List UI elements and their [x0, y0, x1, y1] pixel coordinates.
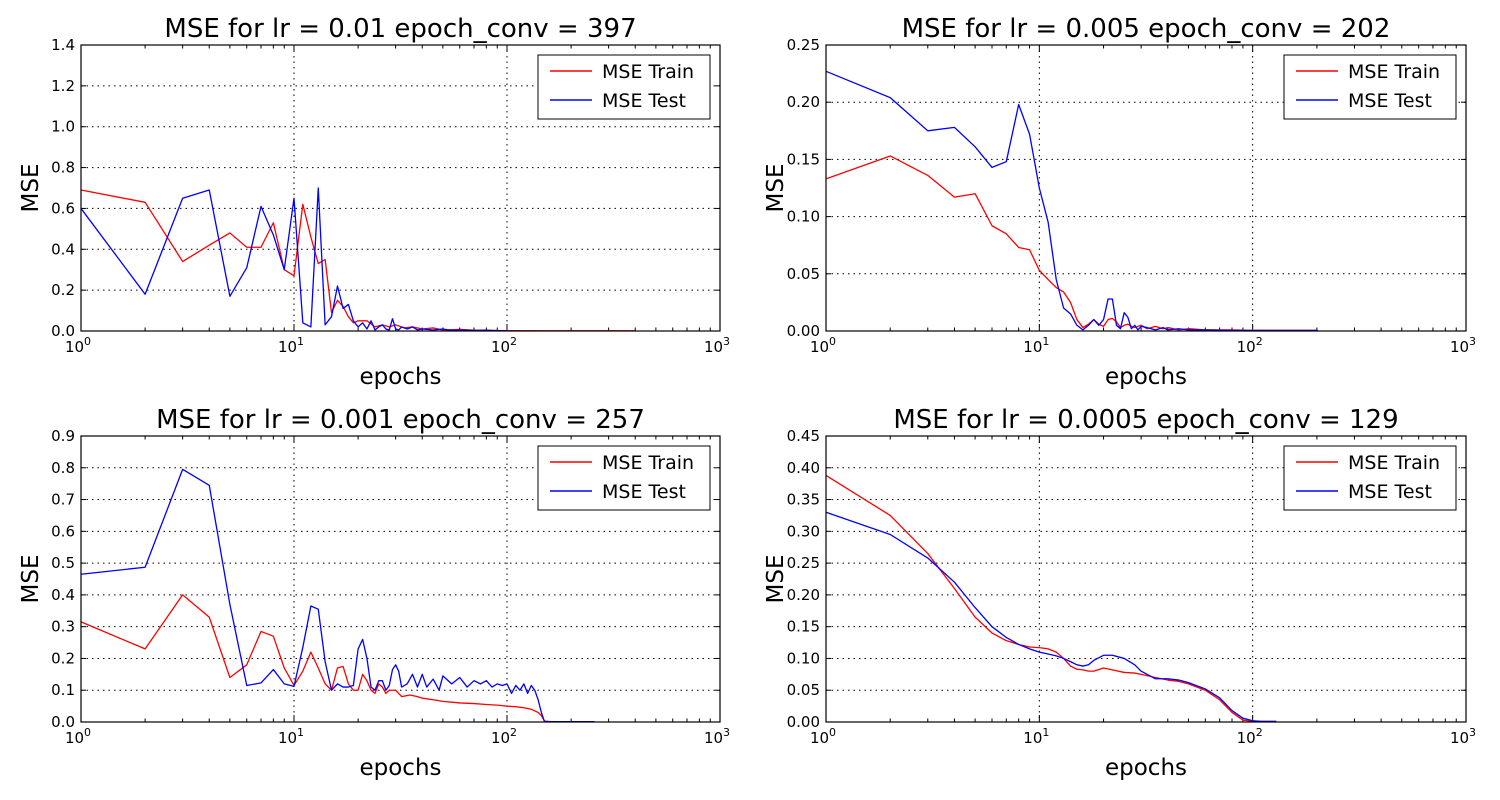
x-tick-label: 102: [1237, 335, 1263, 356]
y-tick-label: 0.1: [51, 681, 75, 699]
y-tick-label: 0.05: [787, 681, 820, 699]
x-axis-label: epochs: [1105, 364, 1187, 390]
y-tick-label: 0.45: [787, 427, 820, 445]
y-axis-label: MSE: [763, 164, 789, 213]
y-tick-label: 0.9: [51, 427, 75, 445]
chart-panel-2: MSE for lr = 0.005 epoch_conv = 202 0.00 0…: [763, 14, 1476, 390]
y-tick-label: 0.00: [787, 322, 820, 340]
legend-label: MSE Train: [1348, 61, 1440, 83]
x-tick-label: 101: [278, 726, 304, 747]
y-tick-label: 0.6: [51, 522, 75, 540]
x-tick-label: 100: [810, 335, 836, 356]
x-axis-label: epochs: [359, 755, 441, 781]
plot-frame: [825, 435, 1467, 723]
y-axis-label: MSE: [18, 555, 44, 604]
x-tick-label: 100: [65, 335, 91, 356]
legend-label: MSE Test: [1348, 481, 1432, 503]
y-tick-label: 0.30: [787, 522, 820, 540]
y-tick-label: 0.4: [51, 586, 75, 604]
x-tick-label: 101: [1023, 335, 1049, 356]
chart-panel-1: MSE for lr = 0.01 epoch_conv = 397 0.0 0.2…: [18, 14, 730, 390]
x-tick-label: 100: [65, 726, 91, 747]
legend-label: MSE Test: [1348, 90, 1432, 112]
chart-panel-3: MSE for lr = 0.001 epoch_conv = 257 0.0 0.…: [18, 405, 730, 781]
y-tick-label: 0.4: [51, 240, 75, 258]
x-tick-label: 103: [704, 726, 730, 747]
plot-frame: [825, 44, 1467, 332]
legend-box: [537, 54, 711, 120]
y-tick-label: 0.0: [51, 322, 75, 340]
chart-title: MSE for lr = 0.01 epoch_conv = 397: [164, 14, 636, 44]
x-axis-label: epochs: [1105, 755, 1187, 781]
y-tick-label: 0.2: [51, 281, 75, 299]
x-tick-label: 101: [1023, 726, 1049, 747]
y-tick-label: 0.20: [787, 93, 820, 111]
y-tick-label: 1.0: [51, 118, 75, 136]
series-line-mse-train: [825, 474, 1277, 723]
x-tick-label: 100: [810, 726, 836, 747]
series-line-mse-train: [80, 189, 635, 332]
x-axis-label: epochs: [359, 364, 441, 390]
y-tick-label: 0.25: [787, 554, 820, 572]
y-axis-label: MSE: [763, 555, 789, 604]
y-tick-label: 1.2: [51, 77, 75, 95]
legend-label: MSE Train: [602, 452, 694, 474]
x-tick-label: 103: [1450, 335, 1476, 356]
chart-title: MSE for lr = 0.005 epoch_conv = 202: [902, 14, 1391, 44]
y-tick-label: 0.00: [787, 713, 820, 731]
y-tick-label: 0.25: [787, 36, 820, 54]
x-tick-label: 103: [1450, 726, 1476, 747]
legend: MSE Train MSE Test: [537, 445, 711, 511]
y-tick-label: 0.5: [51, 554, 75, 572]
y-axis-label: MSE: [18, 164, 44, 213]
y-tick-label: 0.10: [787, 208, 820, 226]
x-tick-label: 103: [704, 335, 730, 356]
chart-title: MSE for lr = 0.0005 epoch_conv = 129: [893, 405, 1398, 435]
series-line-mse-train: [80, 594, 595, 723]
x-tick-label: 102: [491, 726, 517, 747]
y-tick-label: 0.15: [787, 150, 820, 168]
series-line-mse-test: [80, 468, 595, 723]
legend-box: [1283, 54, 1457, 120]
y-tick-label: 0.3: [51, 618, 75, 636]
x-tick-label: 102: [491, 335, 517, 356]
y-tick-label: 0.8: [51, 459, 75, 477]
legend-box: [537, 445, 711, 511]
legend: MSE Train MSE Test: [1283, 54, 1457, 120]
y-tick-label: 0.05: [787, 265, 820, 283]
y-tick-label: 0.20: [787, 586, 820, 604]
y-tick-label: 0.0: [51, 713, 75, 731]
legend-label: MSE Train: [602, 61, 694, 83]
x-tick-label: 101: [278, 335, 304, 356]
series-line-mse-test: [825, 511, 1277, 723]
legend: MSE Train MSE Test: [1283, 445, 1457, 511]
y-tick-label: 0.15: [787, 618, 820, 636]
legend-label: MSE Test: [602, 90, 686, 112]
series-line-mse-test: [80, 187, 508, 332]
chart-panel-4: MSE for lr = 0.0005 epoch_conv = 129 0.00…: [763, 405, 1476, 781]
y-tick-label: 0.6: [51, 199, 75, 217]
legend-box: [1283, 445, 1457, 511]
y-tick-label: 0.2: [51, 649, 75, 667]
y-tick-label: 0.8: [51, 159, 75, 177]
plot-frame: [80, 44, 721, 332]
y-tick-label: 0.7: [51, 491, 75, 509]
legend-label: MSE Test: [602, 481, 686, 503]
chart-title: MSE for lr = 0.001 epoch_conv = 257: [156, 405, 645, 435]
y-tick-label: 1.4: [51, 36, 75, 54]
y-tick-label: 0.35: [787, 491, 820, 509]
legend-label: MSE Train: [1348, 452, 1440, 474]
legend: MSE Train MSE Test: [537, 54, 711, 120]
y-tick-label: 0.10: [787, 649, 820, 667]
x-tick-label: 102: [1237, 726, 1263, 747]
y-tick-label: 0.40: [787, 459, 820, 477]
series-line-mse-train: [825, 155, 1318, 332]
plot-frame: [80, 435, 721, 723]
series-line-mse-test: [825, 70, 1318, 332]
